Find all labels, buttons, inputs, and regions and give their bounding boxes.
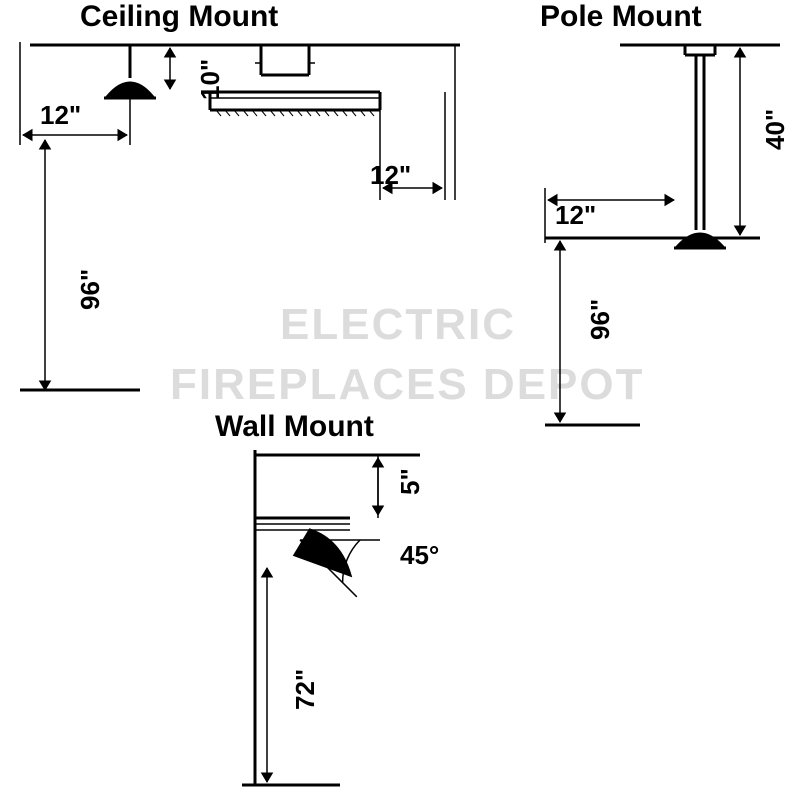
diagram-svg <box>0 0 800 800</box>
